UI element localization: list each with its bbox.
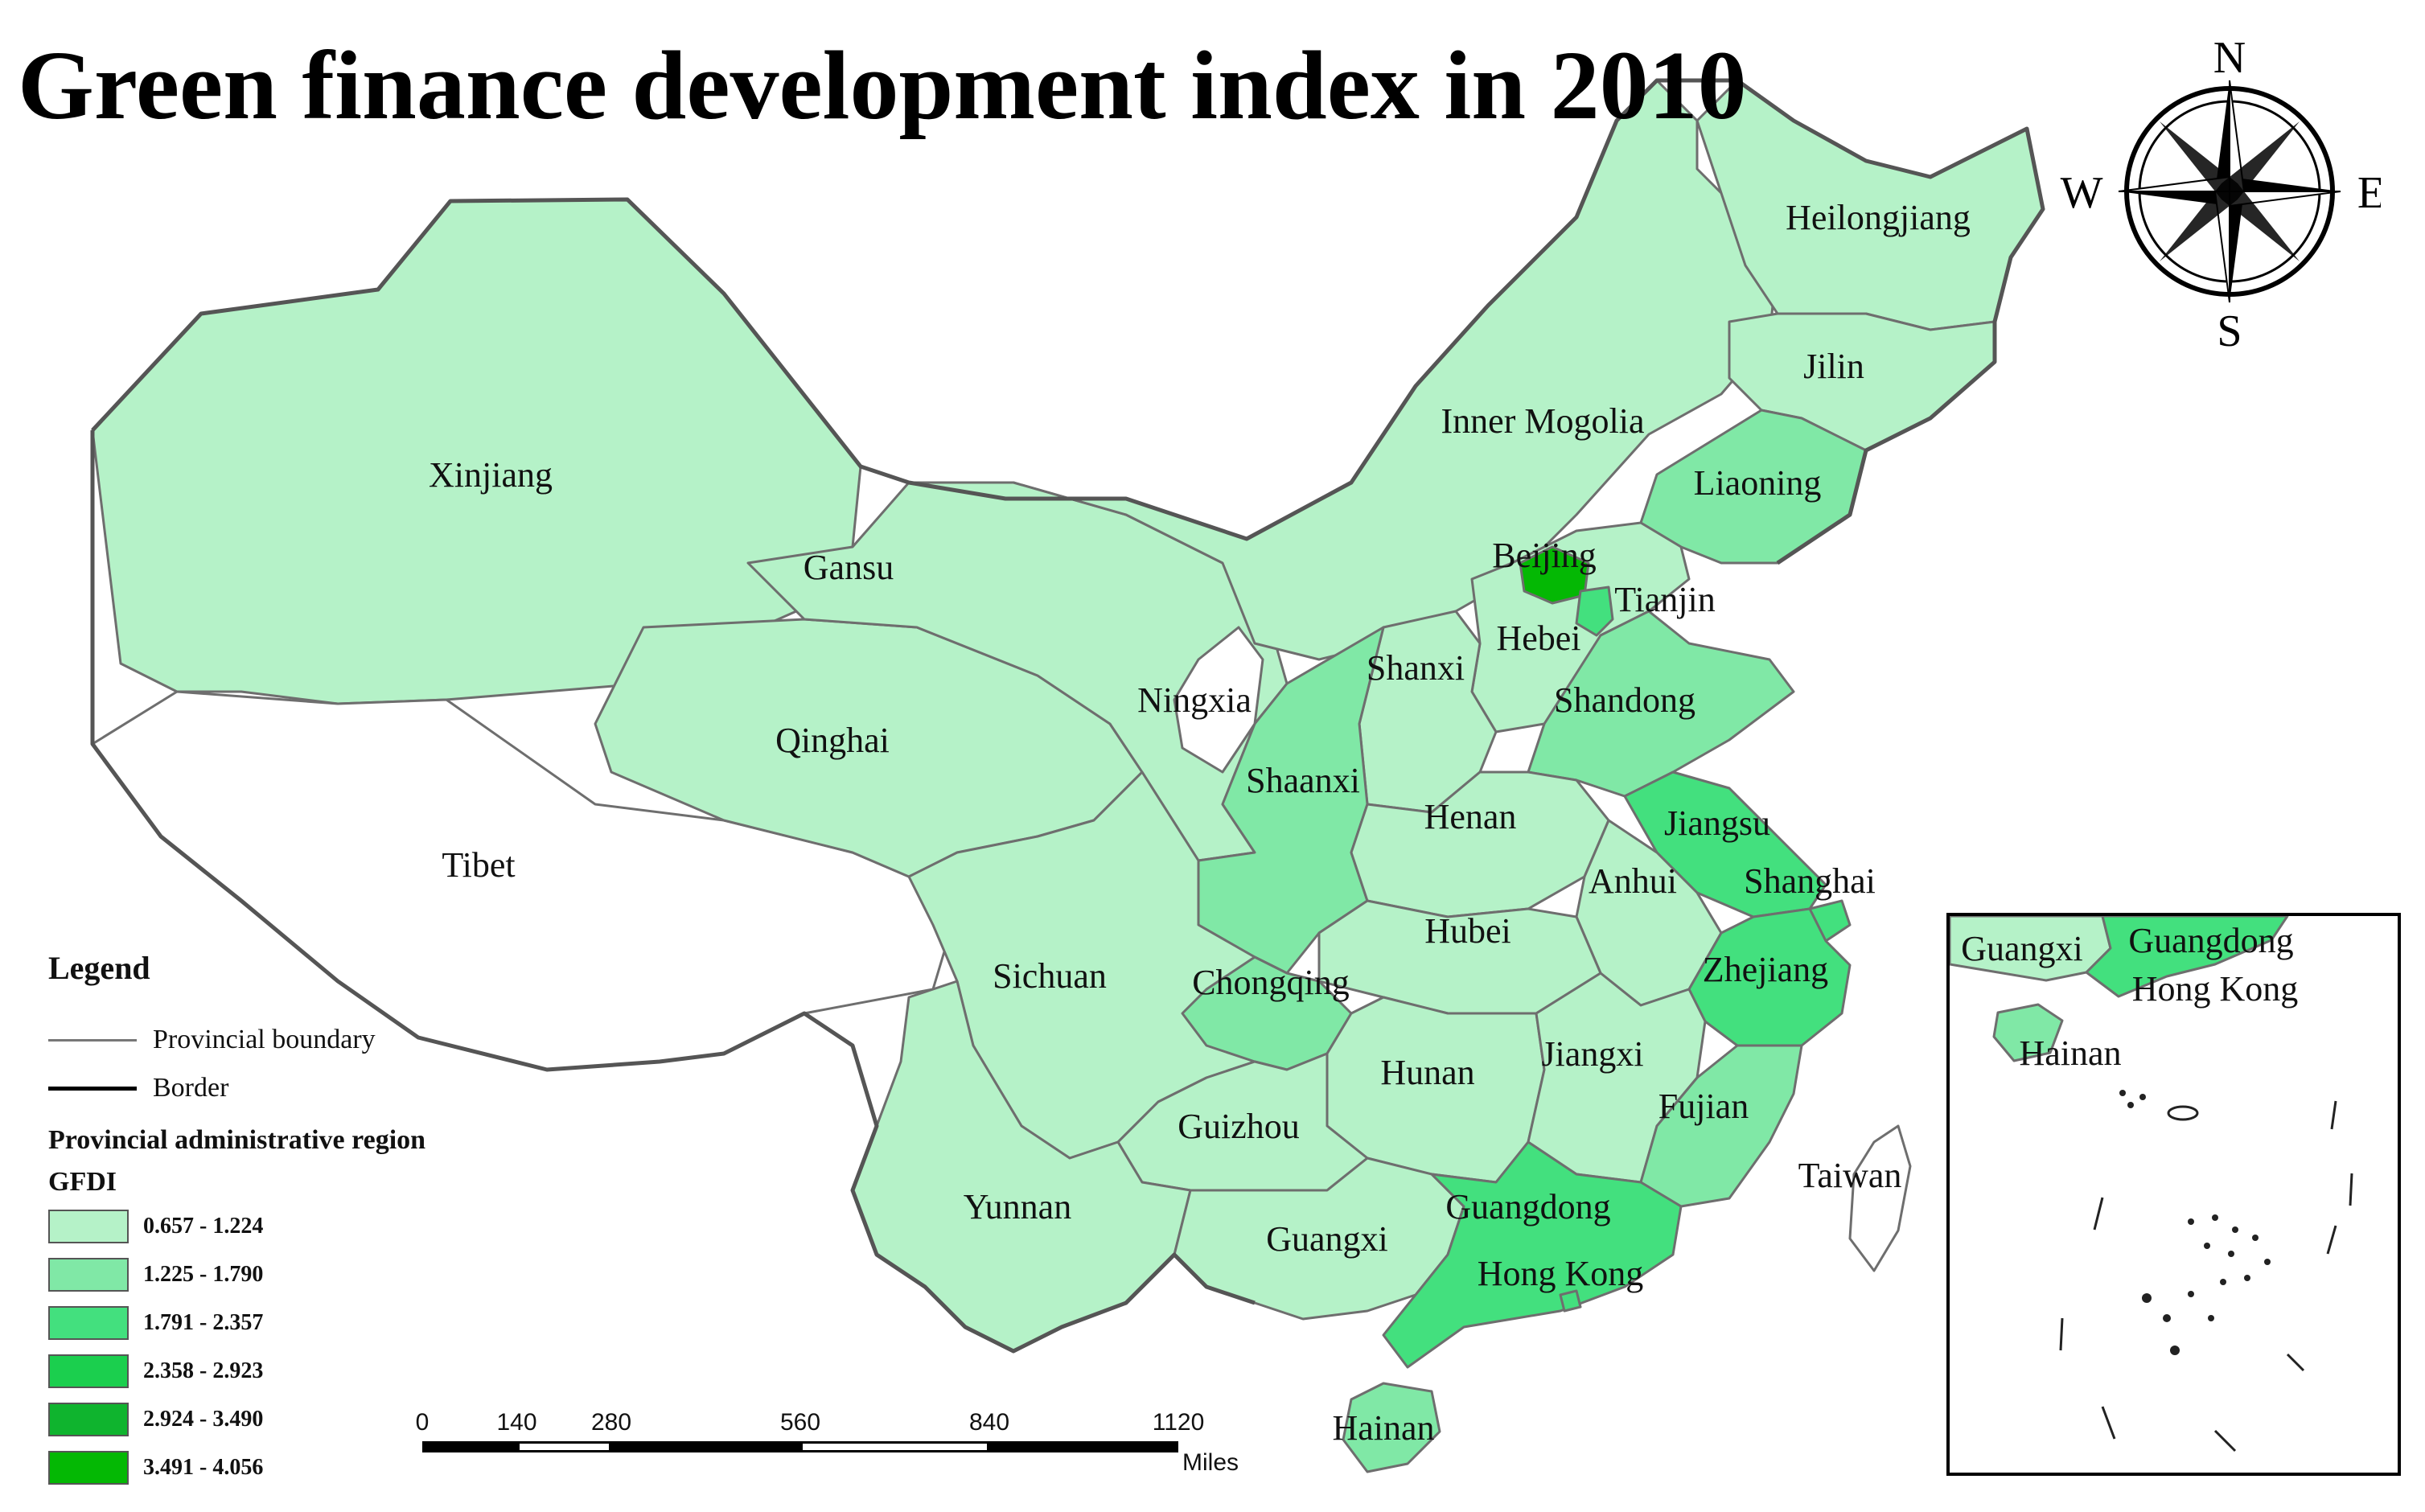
national-border (90, 78, 2045, 1354)
province-label-shandong: Shandong (1554, 680, 1695, 720)
province-label-ningxia: Ningxia (1137, 680, 1252, 720)
province-label-hubei: Hubei (1424, 911, 1511, 951)
legend-swatch (48, 1354, 129, 1388)
legend-index-heading: GFDI (48, 1167, 117, 1197)
legend: Legend Provincial boundary Border Provin… (48, 949, 425, 1492)
scale-tick-label: 140 (496, 1409, 537, 1436)
province-label-tibet: Tibet (442, 845, 515, 885)
scale-segment (611, 1441, 800, 1452)
province-label-jilin: Jilin (1803, 347, 1864, 386)
legend-class-3: 2.358 - 2.923 (48, 1347, 425, 1395)
legend-class-4: 2.924 - 3.490 (48, 1395, 425, 1444)
province-label-jiangsu: Jiangsu (1664, 803, 1770, 843)
legend-class-0: 0.657 - 1.224 (48, 1202, 425, 1251)
legend-range: 1.225 - 1.790 (143, 1262, 264, 1287)
province-guangdong[interactable] (1382, 1140, 1683, 1369)
scale-tick-label: 840 (968, 1409, 1010, 1436)
legend-swatch (48, 1306, 129, 1340)
inset-province-guangdong[interactable] (2085, 916, 2289, 998)
legend-range: 2.924 - 3.490 (143, 1407, 264, 1432)
island-dots (2119, 1090, 2271, 1355)
province-label-tianjin: Tianjin (1614, 580, 1716, 619)
province-label-henan: Henan (1424, 797, 1517, 836)
legend-class-2: 1.791 - 2.357 (48, 1299, 425, 1347)
province-label-heilongjiang: Heilongjiang (1786, 198, 1971, 237)
scale-segment (800, 1441, 989, 1452)
legend-provincial-boundary-label: Provincial boundary (153, 1025, 376, 1054)
compass-w: W (2061, 168, 2103, 218)
legend-provincial-boundary: Provincial boundary (48, 1016, 425, 1064)
province-label-hunan: Hunan (1380, 1053, 1474, 1092)
province-label-zhejiang: Zhejiang (1703, 950, 1828, 989)
province-label-hebei: Hebei (1496, 618, 1580, 658)
province-label-gansu: Gansu (804, 548, 894, 587)
province-label-liaoning: Liaoning (1694, 463, 1822, 503)
island-groups (2059, 1100, 2353, 1452)
province-label-fujian: Fujian (1658, 1087, 1749, 1126)
scale-units: Miles (1182, 1449, 1239, 1476)
compass-n: N (2213, 33, 2246, 83)
inset-label-hong-kong: Hong Kong (2132, 969, 2299, 1009)
province-ningxia[interactable] (1173, 626, 1264, 774)
compass-rose-icon: N S W E (2061, 33, 2381, 356)
inset-label-guangdong: Guangdong (2128, 921, 2293, 960)
inset-label-hainan: Hainan (2019, 1033, 2121, 1073)
province-label-shaanxi: Shaanxi (1246, 761, 1360, 800)
province-label-anhui: Anhui (1589, 861, 1677, 901)
province-label-qinghai: Qinghai (775, 721, 890, 760)
province-label-guangdong: Guangdong (1445, 1187, 1610, 1226)
legend-swatch (48, 1451, 129, 1485)
scale-tick-label: 280 (590, 1409, 632, 1436)
inset-province-hainan[interactable] (1992, 1003, 2064, 1062)
province-hainan[interactable] (1342, 1382, 1441, 1473)
province-label-shanghai: Shanghai (1744, 861, 1876, 901)
south-china-sea-inset: Guangxi Guangdong Hong Kong Hainan (1946, 913, 2401, 1476)
legend-swatch (48, 1258, 129, 1292)
scale-segment (516, 1441, 611, 1452)
scale-bar: 0 140 280 560 840 1120 Miles (416, 1409, 1243, 1476)
province-label-sichuan: Sichuan (993, 956, 1107, 996)
inset-label-guangxi: Guangxi (1961, 929, 2083, 968)
province-label-yunnan: Yunnan (964, 1187, 1071, 1226)
legend-border: Border (48, 1064, 425, 1112)
province-label-shanxi: Shanxi (1367, 648, 1465, 688)
legend-title: Legend (48, 950, 150, 986)
province-label-xinjiang: Xinjiang (429, 455, 553, 495)
legend-border-label: Border (153, 1073, 229, 1103)
legend-classes: 0.657 - 1.224 1.225 - 1.790 1.791 - 2.357 2… (48, 1202, 425, 1492)
legend-swatch (48, 1403, 129, 1436)
province-label-hainan: Hainan (1332, 1408, 1434, 1448)
legend-swatch (48, 1210, 129, 1243)
province-taiwan[interactable] (1848, 1124, 1912, 1272)
province-label-guangxi: Guangxi (1266, 1219, 1388, 1259)
legend-class-5: 3.491 - 4.056 (48, 1444, 425, 1492)
province-label-beijing: Beijing (1492, 536, 1597, 575)
legend-range: 0.657 - 1.224 (143, 1214, 264, 1239)
legend-class-1: 1.225 - 1.790 (48, 1251, 425, 1299)
legend-range: 1.791 - 2.357 (143, 1310, 264, 1335)
legend-range: 3.491 - 4.056 (143, 1455, 264, 1480)
province-label-hong-kong: Hong Kong (1478, 1254, 1644, 1293)
scale-segment (989, 1441, 1178, 1452)
map-title: Green finance development index in 2010 (18, 31, 1747, 140)
province-label-taiwan: Taiwan (1798, 1156, 1902, 1195)
legend-region-heading: Provincial administrative region (48, 1125, 426, 1155)
inset-map: Guangxi Guangdong Hong Kong Hainan (1950, 916, 2353, 1452)
province-label-jiangxi: Jiangxi (1541, 1034, 1643, 1074)
compass-s: S (2217, 306, 2242, 356)
province-label-chongqing: Chongqing (1192, 963, 1350, 1002)
province-hong-kong[interactable] (1559, 1289, 1582, 1313)
province-zhejiang[interactable] (1687, 907, 1852, 1047)
scale-tick-label: 1120 (1152, 1409, 1205, 1436)
province-label-guizhou: Guizhou (1178, 1107, 1300, 1146)
scale-segment (422, 1441, 517, 1452)
scale-tick-label: 0 (415, 1409, 430, 1436)
compass-e: E (2357, 168, 2381, 218)
province-label-inner-mongolia: Inner Mogolia (1441, 401, 1645, 441)
scale-tick-label: 560 (779, 1409, 821, 1436)
legend-range: 2.358 - 2.923 (143, 1358, 264, 1383)
province-tianjin[interactable] (1575, 585, 1614, 637)
